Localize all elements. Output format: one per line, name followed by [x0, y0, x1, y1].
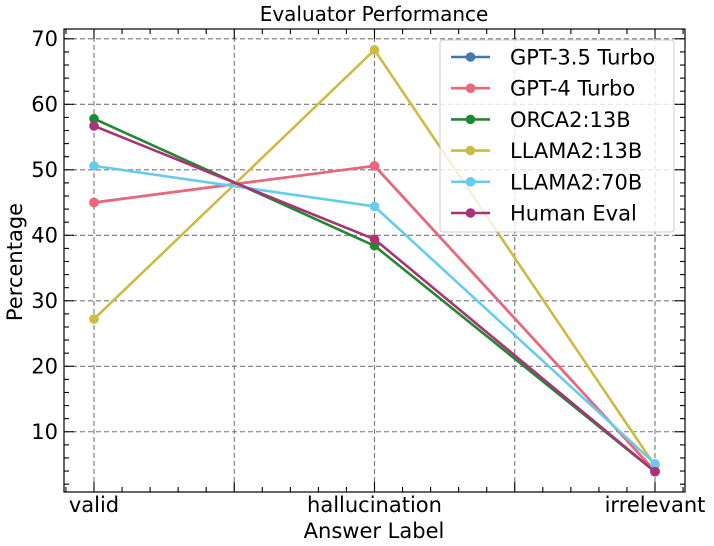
legend-label: LLAMA2:13B — [510, 139, 642, 163]
legend-label: GPT-4 Turbo — [510, 77, 635, 101]
legend-entry: ORCA2:13B — [451, 108, 631, 132]
legend-entry: GPT-4 Turbo — [451, 77, 635, 101]
x-tick-label: valid — [69, 493, 119, 517]
y-tick-label: 70 — [31, 27, 58, 51]
legend-box — [439, 39, 675, 233]
data-point — [89, 197, 99, 208]
axis-ticks — [64, 29, 685, 492]
data-point — [369, 161, 380, 171]
gridlines — [64, 29, 685, 492]
legend-entry: LLAMA2:70B — [451, 170, 642, 194]
y-tick-label: 30 — [31, 289, 58, 313]
data-point — [89, 113, 99, 124]
y-tick-label: 10 — [31, 420, 58, 444]
legend: GPT-3.5 Turbo GPT-4 Turbo ORCA2:13B LLAMA2:… — [439, 39, 675, 233]
data-point — [369, 45, 380, 55]
chart-title: Evaluator Performance — [260, 2, 489, 26]
y-axis-label: Percentage — [3, 203, 27, 321]
series — [89, 161, 660, 469]
legend-entry: GPT-3.5 Turbo — [451, 46, 655, 70]
y-tick-label: 40 — [31, 223, 58, 247]
data-point — [369, 234, 380, 245]
legend-label: ORCA2:13B — [510, 108, 631, 132]
legend-entry: LLAMA2:13B — [451, 139, 642, 163]
legend-marker — [465, 114, 476, 125]
y-tick-label: 60 — [31, 92, 58, 116]
legend-marker — [465, 145, 476, 156]
legend-label: LLAMA2:70B — [510, 170, 642, 194]
x-axis-label: Answer Label — [304, 519, 445, 543]
legend-marker — [465, 52, 476, 62]
x-tick-label: hallucination — [307, 493, 442, 517]
legend-marker — [465, 83, 476, 93]
legend-label: Human Eval — [510, 202, 637, 226]
data-point — [89, 314, 99, 324]
legend-marker — [465, 177, 476, 187]
series — [89, 121, 660, 477]
y-tick-label: 20 — [31, 354, 58, 378]
tick-labels: valid hallucination irrelevant 10 20 30 40 50 60… — [31, 27, 705, 517]
data-point — [650, 459, 660, 469]
data-point — [369, 201, 380, 212]
series-lines — [89, 45, 660, 477]
data-point — [650, 466, 660, 477]
legend-marker — [465, 208, 476, 218]
y-tick-label: 50 — [31, 158, 58, 182]
x-tick-label: irrelevant — [605, 493, 706, 517]
legend-entry: Human Eval — [451, 202, 637, 226]
data-point — [89, 121, 99, 131]
series — [89, 45, 660, 471]
data-point — [89, 161, 99, 171]
legend-label: GPT-3.5 Turbo — [510, 46, 655, 70]
